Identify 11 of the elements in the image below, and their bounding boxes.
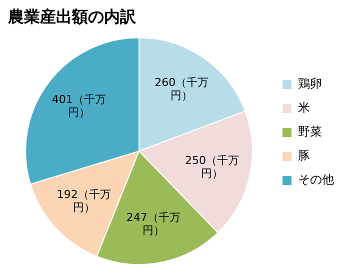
data-label: 247（千万円） bbox=[126, 210, 180, 237]
data-label: 401（千万円） bbox=[52, 92, 106, 119]
legend-label: 米 bbox=[298, 100, 310, 115]
chart-title: 農業産出額の内訳 bbox=[7, 6, 137, 26]
data-label: 250（千万円） bbox=[185, 154, 240, 180]
data-label: 260（千万円） bbox=[154, 76, 209, 102]
data-label: 192（千万円） bbox=[56, 188, 111, 214]
legend-label: その他 bbox=[298, 172, 334, 187]
legend-label: 野菜 bbox=[298, 124, 322, 139]
legend-label: 豚 bbox=[298, 148, 310, 163]
legend-label: 鶏卵 bbox=[298, 76, 322, 91]
